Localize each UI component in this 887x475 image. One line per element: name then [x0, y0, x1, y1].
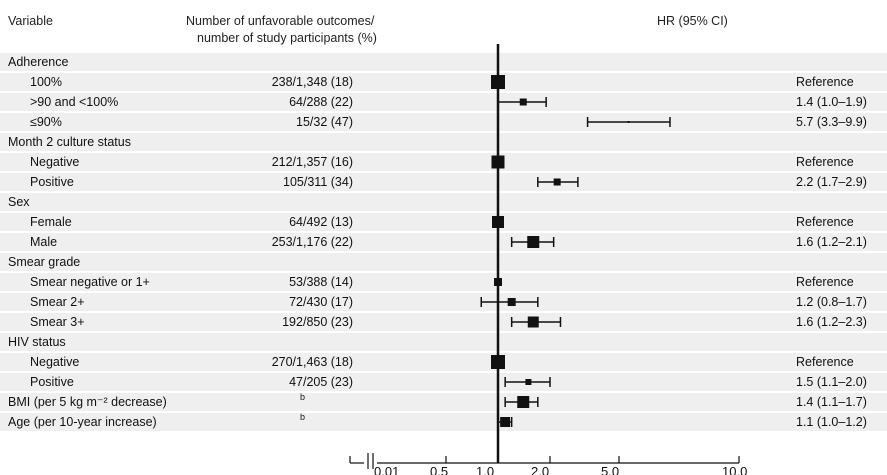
hr-ci-value: Reference [796, 275, 854, 289]
x-tick-label: 1.0 [476, 464, 494, 475]
row-shading [0, 193, 887, 211]
hr-marker [507, 298, 516, 306]
row-label: Negative [30, 355, 80, 369]
hr-marker [500, 417, 511, 427]
row-label: Positive [30, 375, 74, 389]
outcomes-value: 64/288 (22) [289, 95, 353, 109]
row-label: BMI (per 5 kg m⁻² decrease) [8, 395, 167, 409]
row-shading [0, 273, 887, 291]
row-label: Smear 2+ [30, 295, 85, 309]
group-label: Smear grade [8, 255, 81, 269]
hr-ci-value: Reference [796, 355, 854, 369]
hr-ci-value: Reference [796, 215, 854, 229]
row-shading [0, 413, 887, 431]
hr-ci-value: 1.5 (1.1–2.0) [796, 375, 867, 389]
row-shading [0, 253, 887, 271]
row-label: Positive [30, 175, 74, 189]
hr-column-header: HR (95% CI) [657, 14, 728, 28]
hr-ci-value: 1.4 (1.0–1.9) [796, 95, 867, 109]
hr-ci-value: 1.6 (1.2–2.3) [796, 315, 867, 329]
hr-marker [519, 98, 527, 106]
hr-ci-value: 5.7 (3.3–9.9) [796, 115, 867, 129]
group-label: Month 2 culture status [8, 135, 131, 149]
row-shading [0, 53, 887, 71]
row-shading [0, 333, 887, 351]
x-tick-label: 5.0 [601, 464, 619, 475]
row-shading [0, 373, 887, 391]
outcomes-value: 47/205 (23) [289, 375, 353, 389]
outcomes-footnote: b [300, 412, 306, 422]
hr-marker [525, 379, 532, 385]
outcomes-value: 192/850 (23) [282, 315, 353, 329]
hr-ci-value: Reference [796, 155, 854, 169]
x-tick-label: 0.5 [430, 464, 448, 475]
group-label: Sex [8, 195, 30, 209]
outcomes-footnote: b [300, 392, 306, 402]
x-tick-label: 10.0 [722, 464, 747, 475]
outcomes-value: 15/32 (47) [296, 115, 353, 129]
outcomes-value: 253/1,176 (22) [271, 235, 353, 249]
x-tick-label: 2.0 [531, 464, 549, 475]
row-shading [0, 393, 887, 411]
outcomes-value: 270/1,463 (18) [271, 355, 353, 369]
outcomes-value: 53/388 (14) [289, 275, 353, 289]
row-label: Male [30, 235, 58, 249]
hr-marker [527, 236, 540, 248]
row-shading [0, 113, 887, 131]
row-shading [0, 353, 887, 371]
group-label: HIV status [8, 335, 66, 349]
row-shading [0, 93, 887, 111]
hr-ci-value: 2.2 (1.7–2.9) [796, 175, 867, 189]
row-shading [0, 313, 887, 331]
row-label: Female [30, 215, 72, 229]
row-shading [0, 173, 887, 191]
row-label: Smear 3+ [30, 315, 85, 329]
outcomes-value: 238/1,348 (18) [271, 75, 353, 89]
row-shading [0, 73, 887, 91]
hr-marker [527, 316, 539, 328]
hr-marker [517, 396, 530, 408]
outcomes-column-header-line2: number of study participants (%) [197, 31, 377, 45]
hr-ci-value: Reference [796, 75, 854, 89]
row-label: 100% [30, 75, 62, 89]
row-label: Smear negative or 1+ [30, 275, 150, 289]
group-label: Adherence [8, 55, 69, 69]
row-label: ≤90% [30, 115, 62, 129]
hr-marker [553, 178, 561, 186]
hr-ci-value: 1.1 (1.0–1.2) [796, 415, 867, 429]
outcomes-value: 105/311 (34) [283, 175, 353, 189]
outcomes-value: 212/1,357 (16) [271, 155, 353, 169]
hr-ci-value: 1.6 (1.2–2.1) [796, 235, 867, 249]
row-shading [0, 233, 887, 251]
row-label: >90 and <100% [30, 95, 119, 109]
row-shading [0, 213, 887, 231]
row-label: Negative [30, 155, 80, 169]
outcomes-value: 64/492 (13) [289, 215, 353, 229]
row-shading [0, 153, 887, 171]
row-label: Age (per 10-year increase) [8, 415, 157, 429]
x-tick-label: 0.01 [374, 464, 399, 475]
row-shading [0, 133, 887, 151]
hr-ci-value: 1.2 (0.8–1.7) [796, 295, 867, 309]
outcomes-column-header-line1: Number of unfavorable outcomes/ [186, 14, 375, 28]
row-shading [0, 293, 887, 311]
variable-column-header: Variable [8, 14, 53, 28]
hr-ci-value: 1.4 (1.1–1.7) [796, 395, 867, 409]
hr-marker [627, 121, 630, 123]
outcomes-value: 72/430 (17) [289, 295, 353, 309]
